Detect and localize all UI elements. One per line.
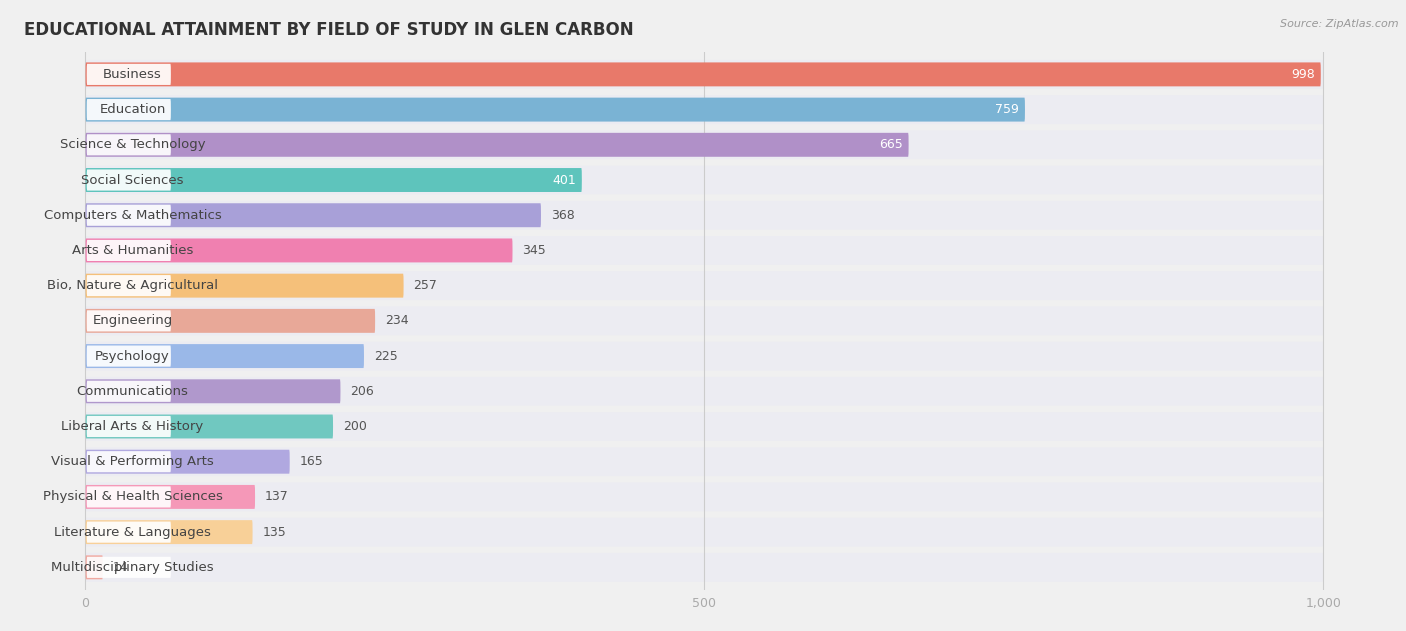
Text: 759: 759 bbox=[995, 103, 1019, 116]
FancyBboxPatch shape bbox=[86, 98, 1025, 122]
FancyBboxPatch shape bbox=[86, 131, 1323, 159]
FancyBboxPatch shape bbox=[86, 483, 1323, 511]
FancyBboxPatch shape bbox=[86, 168, 582, 192]
FancyBboxPatch shape bbox=[87, 240, 172, 261]
FancyBboxPatch shape bbox=[87, 380, 172, 402]
Text: Education: Education bbox=[100, 103, 166, 116]
Text: Literature & Languages: Literature & Languages bbox=[53, 526, 211, 539]
FancyBboxPatch shape bbox=[87, 275, 172, 296]
FancyBboxPatch shape bbox=[86, 379, 340, 403]
Text: Psychology: Psychology bbox=[96, 350, 170, 363]
Text: 225: 225 bbox=[374, 350, 398, 363]
Text: 206: 206 bbox=[350, 385, 374, 398]
Text: 165: 165 bbox=[299, 455, 323, 468]
FancyBboxPatch shape bbox=[86, 555, 103, 579]
Text: Science & Technology: Science & Technology bbox=[59, 138, 205, 151]
Text: Computers & Mathematics: Computers & Mathematics bbox=[44, 209, 221, 221]
FancyBboxPatch shape bbox=[87, 204, 172, 226]
FancyBboxPatch shape bbox=[87, 346, 172, 367]
Text: Communications: Communications bbox=[76, 385, 188, 398]
Text: 345: 345 bbox=[523, 244, 546, 257]
Text: Liberal Arts & History: Liberal Arts & History bbox=[62, 420, 204, 433]
FancyBboxPatch shape bbox=[86, 201, 1323, 230]
Text: 368: 368 bbox=[551, 209, 575, 221]
FancyBboxPatch shape bbox=[86, 60, 1323, 89]
FancyBboxPatch shape bbox=[86, 450, 290, 474]
Text: Visual & Performing Arts: Visual & Performing Arts bbox=[51, 455, 214, 468]
FancyBboxPatch shape bbox=[86, 133, 908, 156]
FancyBboxPatch shape bbox=[87, 522, 172, 543]
FancyBboxPatch shape bbox=[86, 485, 254, 509]
FancyBboxPatch shape bbox=[87, 416, 172, 437]
FancyBboxPatch shape bbox=[86, 203, 541, 227]
FancyBboxPatch shape bbox=[86, 62, 1320, 86]
FancyBboxPatch shape bbox=[87, 487, 172, 507]
FancyBboxPatch shape bbox=[86, 239, 513, 262]
Text: 998: 998 bbox=[1291, 68, 1315, 81]
FancyBboxPatch shape bbox=[86, 271, 1323, 300]
FancyBboxPatch shape bbox=[87, 134, 172, 155]
FancyBboxPatch shape bbox=[87, 557, 172, 578]
Text: 401: 401 bbox=[553, 174, 575, 187]
Text: Physical & Health Sciences: Physical & Health Sciences bbox=[42, 490, 222, 504]
FancyBboxPatch shape bbox=[86, 447, 1323, 476]
FancyBboxPatch shape bbox=[86, 309, 375, 333]
FancyBboxPatch shape bbox=[86, 412, 1323, 441]
FancyBboxPatch shape bbox=[87, 170, 172, 191]
Text: 14: 14 bbox=[112, 561, 128, 574]
Text: EDUCATIONAL ATTAINMENT BY FIELD OF STUDY IN GLEN CARBON: EDUCATIONAL ATTAINMENT BY FIELD OF STUDY… bbox=[24, 21, 633, 39]
FancyBboxPatch shape bbox=[87, 451, 172, 472]
Text: 135: 135 bbox=[263, 526, 287, 539]
FancyBboxPatch shape bbox=[86, 236, 1323, 265]
FancyBboxPatch shape bbox=[86, 95, 1323, 124]
Text: Arts & Humanities: Arts & Humanities bbox=[72, 244, 193, 257]
Text: 137: 137 bbox=[264, 490, 288, 504]
Text: Engineering: Engineering bbox=[93, 314, 173, 327]
FancyBboxPatch shape bbox=[86, 517, 1323, 546]
FancyBboxPatch shape bbox=[87, 64, 172, 85]
Text: 257: 257 bbox=[413, 279, 437, 292]
FancyBboxPatch shape bbox=[86, 377, 1323, 406]
FancyBboxPatch shape bbox=[86, 274, 404, 298]
FancyBboxPatch shape bbox=[86, 553, 1323, 582]
FancyBboxPatch shape bbox=[86, 341, 1323, 370]
Text: Source: ZipAtlas.com: Source: ZipAtlas.com bbox=[1281, 19, 1399, 29]
Text: Social Sciences: Social Sciences bbox=[82, 174, 184, 187]
FancyBboxPatch shape bbox=[86, 165, 1323, 194]
Text: 200: 200 bbox=[343, 420, 367, 433]
FancyBboxPatch shape bbox=[87, 99, 172, 120]
Text: Business: Business bbox=[103, 68, 162, 81]
FancyBboxPatch shape bbox=[86, 415, 333, 439]
Text: Bio, Nature & Agricultural: Bio, Nature & Agricultural bbox=[46, 279, 218, 292]
FancyBboxPatch shape bbox=[86, 344, 364, 368]
FancyBboxPatch shape bbox=[86, 307, 1323, 335]
FancyBboxPatch shape bbox=[86, 520, 253, 544]
Text: 234: 234 bbox=[385, 314, 409, 327]
Text: Multidisciplinary Studies: Multidisciplinary Studies bbox=[51, 561, 214, 574]
Text: 665: 665 bbox=[879, 138, 903, 151]
FancyBboxPatch shape bbox=[87, 310, 172, 331]
